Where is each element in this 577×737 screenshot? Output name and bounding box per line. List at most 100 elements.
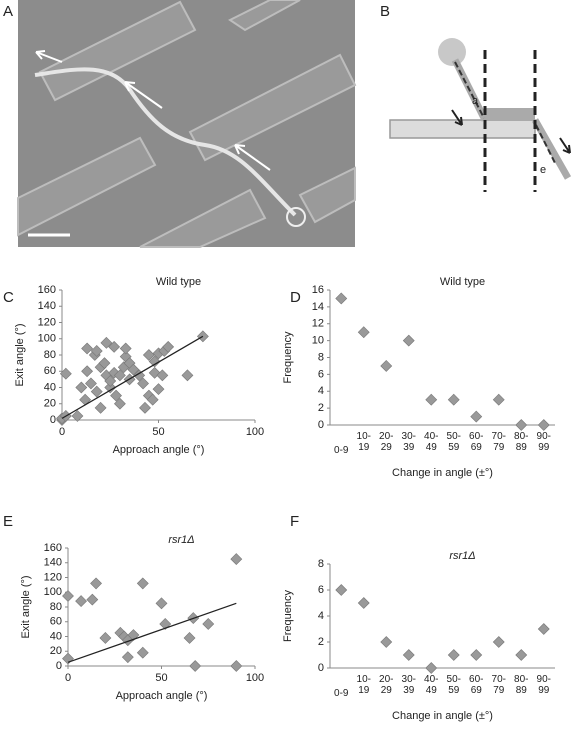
x-tick-label: 50-59 [446, 674, 461, 696]
y-tick-label: 160 [38, 284, 56, 296]
x-tick-box: 50-59 [446, 674, 461, 696]
y-tick-label: 40 [44, 381, 56, 393]
x-tick-box: 0-9 [334, 445, 349, 456]
y-tick-label: 4 [318, 385, 324, 397]
marker [137, 377, 149, 390]
x-tick-label: 50 [155, 672, 167, 684]
y-tick-label: 2 [318, 636, 324, 648]
marker [62, 590, 74, 602]
marker [156, 369, 169, 382]
marker [402, 334, 415, 347]
x-tick-label: 50 [152, 426, 164, 438]
y-tick-label: 6 [318, 368, 324, 380]
y-tick-label: 60 [50, 616, 62, 628]
marker [159, 618, 172, 630]
marker [425, 393, 438, 406]
x-tick-box: 60-69 [469, 431, 484, 453]
x-tick-label: 0 [65, 672, 71, 684]
y-tick-label: 6 [318, 584, 324, 596]
marker [81, 365, 94, 378]
y-tick-label: 16 [312, 284, 324, 296]
marker [447, 393, 460, 406]
y-tick-label: 14 [312, 301, 324, 313]
y-tick-label: 60 [44, 365, 56, 377]
marker [152, 383, 165, 396]
marker [81, 342, 94, 355]
y-tick-label: 8 [318, 351, 324, 363]
marker [90, 577, 102, 590]
x-tick-label: 20-29 [379, 431, 394, 453]
marker [515, 419, 528, 431]
diagram-label: a [472, 95, 479, 107]
marker [230, 553, 243, 565]
panel-label: E [3, 513, 13, 530]
x-tick-box: 40-49 [424, 431, 438, 453]
x-tick-label: 60-69 [469, 431, 484, 453]
y-tick-label: 20 [44, 398, 56, 410]
x-tick-label: 30-39 [401, 431, 416, 453]
y-tick-label: 120 [44, 571, 62, 583]
marker [119, 342, 132, 355]
diagram-label: e [540, 164, 546, 176]
panel-label: B [380, 3, 390, 20]
chart-title: Wild type [156, 276, 201, 288]
marker [183, 632, 196, 644]
chart-title: rsr1Δ [449, 550, 475, 562]
x-tick-label: 10-19 [356, 431, 371, 453]
x-axis-label: Change in angle (±°) [392, 710, 493, 722]
marker [90, 385, 103, 398]
marker [127, 363, 140, 376]
marker [62, 652, 74, 665]
x-tick-label: 0-9 [334, 445, 349, 456]
marker [85, 377, 97, 390]
marker [136, 577, 149, 590]
marker [335, 584, 348, 596]
x-tick-label: 30-39 [401, 674, 416, 696]
x-tick-box: 90-99 [536, 674, 551, 696]
marker [121, 651, 134, 664]
schematic [389, 38, 572, 192]
marker [75, 381, 88, 394]
x-tick-label: 0 [59, 426, 65, 438]
marker [113, 397, 126, 410]
x-tick-box: 60-69 [469, 674, 483, 696]
x-tick-label: 80-89 [514, 674, 529, 696]
x-tick-box: 20-29 [379, 674, 394, 696]
marker [90, 345, 103, 357]
y-tick-label: 160 [44, 542, 62, 554]
panel-label: C [3, 289, 14, 306]
y-tick-label: 10 [312, 335, 324, 347]
marker [108, 340, 121, 353]
y-tick-label: 120 [38, 316, 56, 328]
marker [447, 649, 460, 661]
x-tick-label: 20-29 [379, 674, 394, 696]
marker [113, 369, 126, 382]
x-tick-box: 0-9 [334, 688, 348, 699]
y-axis-label: Exit angle (°) [20, 575, 32, 638]
marker [79, 393, 92, 406]
y-tick-label: 80 [44, 349, 56, 361]
marker [357, 597, 370, 609]
marker [425, 662, 438, 674]
x-tick-label: 50-59 [446, 431, 461, 453]
x-tick-label: 70-79 [491, 674, 506, 696]
marker [492, 393, 505, 406]
marker [104, 375, 117, 387]
marker [335, 292, 348, 305]
y-tick-label: 0 [56, 660, 62, 672]
chart-title: rsr1Δ [168, 534, 194, 546]
x-tick-label: 90-99 [536, 674, 551, 696]
y-tick-label: 100 [38, 333, 56, 345]
panel-label: A [3, 3, 13, 20]
y-tick-label: 0 [318, 419, 324, 431]
y-axis-label: Exit angle (°) [14, 323, 26, 386]
trendline [67, 602, 237, 663]
marker [59, 367, 72, 380]
y-tick-label: 12 [312, 318, 324, 330]
panel-label: D [290, 289, 301, 306]
marker [94, 401, 107, 414]
marker [155, 597, 168, 610]
x-axis-label: Change in angle (±°) [392, 467, 493, 479]
marker [75, 595, 88, 608]
